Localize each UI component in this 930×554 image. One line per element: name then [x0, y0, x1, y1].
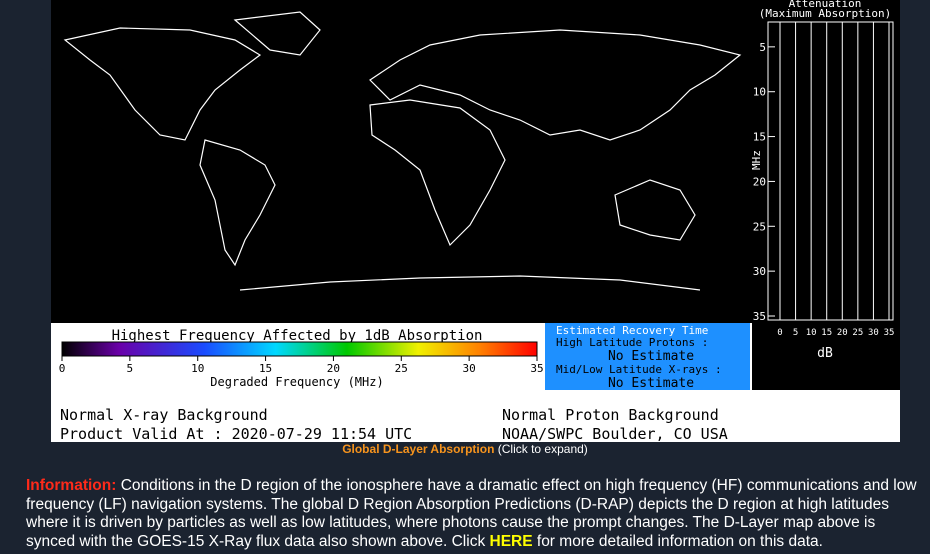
- info-label: Information:: [26, 477, 117, 494]
- recovery-label: High Latitude Protons :: [556, 336, 708, 349]
- recovery-box: [545, 323, 750, 390]
- colorbar-tick-label: 5: [127, 362, 134, 375]
- caption[interactable]: Global D-Layer Absorption (Click to expa…: [0, 442, 930, 456]
- attenuation-title: Attenuation: [789, 0, 862, 10]
- attenuation-subtitle: (Maximum Absorption): [759, 7, 891, 20]
- status-text: Normal X-ray Background: [60, 406, 268, 424]
- x-tick-label: 0: [777, 328, 782, 338]
- colorbar-label: Degraded Frequency (MHz): [210, 375, 383, 389]
- colorbar-title: Highest Frequency Affected by 1dB Absorp…: [112, 328, 483, 344]
- recovery-value: No Estimate: [608, 376, 694, 391]
- colorbar-tick-label: 20: [327, 362, 340, 375]
- attenuation-axes: 5 10 15 20 25 30 35 0 5 10 15 20 25 30 35: [753, 22, 895, 338]
- info-tail: for more detailed information on this da…: [532, 532, 823, 550]
- x-tick-label: 10: [806, 328, 817, 338]
- caption-title: Global D-Layer Absorption: [342, 442, 495, 456]
- coastlines: [63, 11, 742, 291]
- map: [51, 0, 752, 323]
- colorbar-tick-label: 25: [395, 362, 408, 375]
- attenuation-panel: [752, 0, 900, 390]
- x-tick-label: 15: [821, 328, 832, 338]
- y-tick-label: 10: [753, 86, 766, 99]
- colorbar-tick-label: 30: [463, 362, 476, 375]
- colorbar-ticks: 0 5 10 15 20 25 30 35: [59, 356, 544, 375]
- attenuation-frame: [767, 21, 894, 321]
- x-tick-label: 35: [884, 328, 895, 338]
- y-tick-label: 20: [753, 175, 766, 188]
- info-text: Conditions in the D region of the ionosp…: [26, 477, 917, 550]
- status-text: NOAA/SWPC Boulder, CO USA: [502, 425, 728, 442]
- x-tick-label: 30: [868, 328, 879, 338]
- recovery-label: Mid/Low Latitude X-rays :: [556, 363, 722, 376]
- info-link[interactable]: HERE: [489, 532, 533, 550]
- x-tick-label: 25: [852, 328, 863, 338]
- colorbar-tick-label: 35: [530, 362, 543, 375]
- x-tick-label: 5: [793, 328, 798, 338]
- colorbar-tick-label: 10: [191, 362, 204, 375]
- colorbar-tick-label: 0: [59, 362, 66, 375]
- y-axis-label: MHz: [750, 150, 763, 170]
- status-text: Product Valid At : 2020-07-29 11:54 UTC: [60, 425, 412, 442]
- colorbar-tick-label: 15: [259, 362, 272, 375]
- info-paragraph: Information: Conditions in the D region …: [26, 477, 921, 551]
- y-tick-label: 15: [753, 131, 766, 144]
- status-text: Normal Proton Background: [502, 406, 719, 424]
- recovery-value: No Estimate: [608, 349, 694, 364]
- y-tick-label: 25: [753, 220, 766, 233]
- recovery-title: Estimated Recovery Time: [556, 324, 708, 337]
- colorbar: [61, 341, 538, 357]
- y-tick-label: 30: [753, 265, 766, 278]
- x-tick-label: 20: [837, 328, 848, 338]
- x-axis-label: dB: [817, 346, 833, 361]
- y-tick-label: 35: [753, 310, 766, 323]
- caption-action: (Click to expand): [497, 442, 588, 456]
- y-tick-label: 5: [759, 41, 766, 54]
